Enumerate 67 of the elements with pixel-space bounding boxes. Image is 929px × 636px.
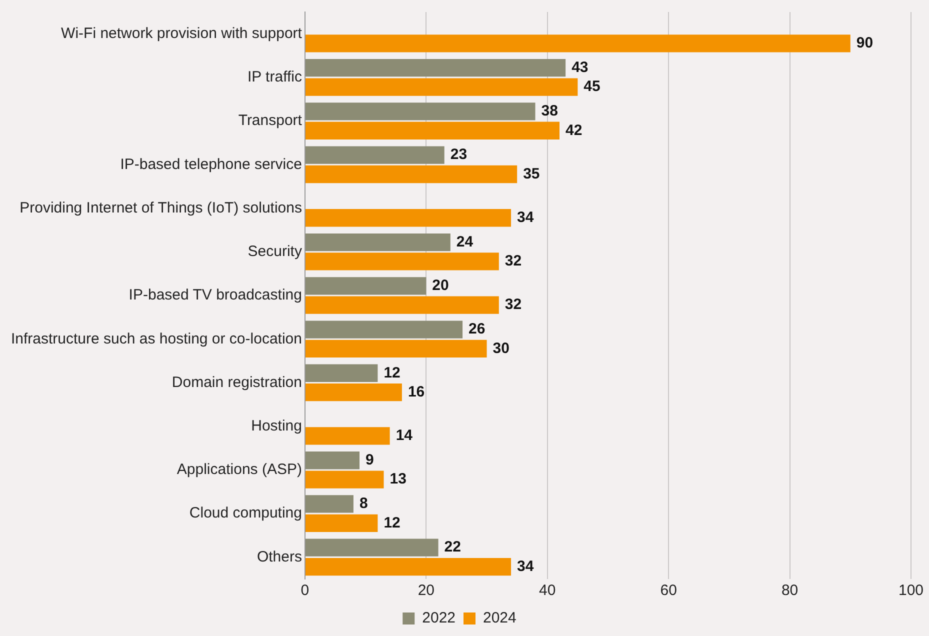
bar — [305, 146, 444, 164]
bar — [305, 384, 402, 402]
bar — [305, 538, 438, 556]
data-label: 12 — [384, 514, 400, 532]
x-tick-label: 20 — [418, 582, 435, 600]
data-label: 42 — [566, 122, 582, 139]
data-label: 14 — [396, 427, 414, 444]
data-label: 23 — [450, 146, 468, 164]
x-tick-label: 0 — [300, 582, 310, 600]
data-label: 24 — [456, 233, 474, 250]
legend-label: 2022 — [422, 610, 456, 627]
bar — [305, 233, 450, 252]
data-label: 34 — [517, 558, 534, 575]
bar — [305, 495, 354, 513]
y-tick-label: Transport — [238, 112, 303, 130]
y-tick-label: Infrastructure such as hosting or co-location — [10, 330, 302, 348]
data-label: 9 — [366, 452, 374, 469]
bar — [305, 364, 378, 382]
bar — [305, 34, 850, 52]
bar — [305, 277, 426, 295]
bar — [305, 296, 499, 314]
data-label: 8 — [359, 495, 368, 512]
y-tick-label: IP-based telephone service — [120, 156, 302, 173]
bar — [305, 209, 512, 227]
y-tick-label: Cloud computing — [189, 504, 302, 522]
x-tick-label: 100 — [898, 582, 924, 600]
data-label: 45 — [584, 78, 600, 96]
data-label: 22 — [444, 538, 461, 556]
bar — [305, 102, 536, 120]
y-tick-label: Domain registration — [172, 374, 302, 391]
y-tick-label: Others — [256, 548, 302, 566]
y-tick-label: Security — [248, 243, 302, 260]
legend-label: 2024 — [483, 610, 516, 627]
x-tick-label: 80 — [781, 582, 798, 600]
bar — [305, 78, 578, 96]
bar — [305, 59, 566, 77]
data-label: 32 — [504, 296, 522, 314]
bar — [305, 558, 512, 576]
data-label: 32 — [504, 252, 522, 270]
bar — [305, 470, 384, 488]
y-tick-label: Hosting — [251, 417, 302, 434]
data-label: 26 — [468, 320, 486, 338]
data-label: 90 — [856, 34, 874, 52]
y-tick-label: Applications (ASP) — [176, 461, 302, 478]
data-label: 30 — [492, 340, 510, 357]
y-tick-label: IP-based TV broadcasting — [128, 286, 302, 304]
data-label: 16 — [408, 383, 425, 400]
y-tick-label: IP traffic — [247, 68, 302, 86]
x-tick-label: 40 — [539, 582, 556, 600]
bar — [305, 122, 560, 140]
data-label: 38 — [541, 102, 558, 120]
data-label: 43 — [572, 58, 588, 76]
data-label: 34 — [517, 209, 534, 226]
x-tick-label: 60 — [660, 582, 677, 600]
bar — [305, 340, 487, 358]
y-tick-label: Wi-Fi network provision with support — [61, 24, 303, 42]
bar — [305, 514, 378, 532]
data-label: 12 — [384, 364, 400, 382]
bar — [305, 165, 518, 184]
bar — [305, 427, 390, 445]
bar — [305, 452, 360, 470]
data-label: 13 — [390, 470, 406, 488]
data-label: 35 — [523, 165, 540, 182]
y-tick-label: Providing Internet of Things (IoT) solutions — [20, 199, 302, 216]
data-label: 20 — [432, 277, 449, 294]
bar — [305, 320, 463, 338]
bar — [305, 252, 499, 270]
